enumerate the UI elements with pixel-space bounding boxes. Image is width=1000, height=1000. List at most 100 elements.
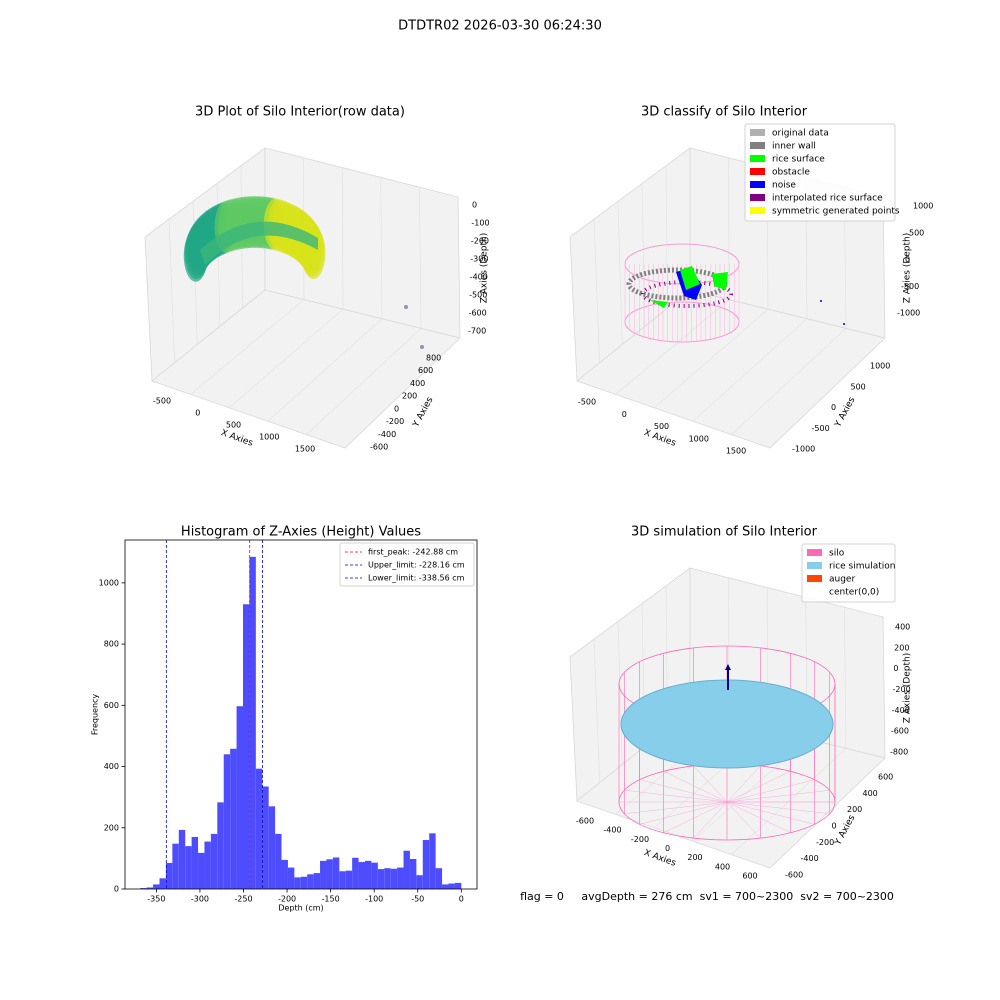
- y-tick-label: 800: [104, 640, 119, 649]
- legend-swatch: [807, 588, 822, 595]
- bar: [422, 840, 430, 889]
- legend-label: first_peak: -242.88 cm: [368, 548, 458, 557]
- pane-grid: [731, 328, 847, 435]
- tick-label: -600: [891, 727, 909, 736]
- bar: [230, 748, 237, 889]
- pane-grid: [229, 308, 344, 409]
- tick-label: -300: [470, 255, 488, 264]
- bar: [384, 868, 391, 889]
- silo-wire: [639, 801, 728, 825]
- tick-label: -500: [469, 291, 487, 300]
- tick-label: -400: [801, 854, 819, 863]
- pane-grid: [617, 621, 623, 765]
- tick-label: -700: [468, 327, 486, 336]
- pane-grid: [731, 748, 847, 855]
- figure-title: DTDTR02 2026-03-30 06:24:30: [398, 19, 602, 34]
- tick-label: 1000: [870, 362, 890, 371]
- y-tick-label: 0: [114, 885, 119, 894]
- tick-label: 600: [742, 872, 757, 881]
- bar: [275, 833, 282, 889]
- bar: [300, 876, 308, 889]
- bar: [320, 860, 327, 889]
- pane-grid: [665, 165, 668, 309]
- tick-label: 0: [905, 255, 910, 264]
- tick-label: 200: [687, 853, 702, 862]
- bar: [268, 806, 276, 889]
- tick-label: -1000: [897, 309, 920, 318]
- legend-label: rice simulation: [829, 562, 895, 572]
- silo-wire: [624, 790, 728, 803]
- bar: [287, 867, 295, 889]
- legend-swatch: [807, 575, 822, 582]
- x-tick-label: -150: [322, 895, 340, 904]
- bar: [146, 887, 154, 889]
- bar: [255, 768, 263, 889]
- tick-label: 0: [831, 403, 836, 412]
- chart-title: 3D classify of Silo Interior: [641, 105, 808, 120]
- bar: [339, 871, 346, 889]
- bar: [442, 884, 449, 889]
- z-axis-label: Z Axies (Depth): [480, 233, 490, 304]
- pane-grid: [615, 299, 730, 395]
- bar: [204, 841, 211, 889]
- silo-wire: [726, 790, 830, 803]
- rice-surface: [650, 266, 728, 308]
- bar: [140, 888, 147, 889]
- legend-swatch: [750, 155, 765, 162]
- pane-grid: [380, 177, 383, 319]
- tick-label: 0: [394, 404, 399, 413]
- tick-label: -200: [386, 417, 404, 426]
- tick-label: 600: [878, 773, 893, 782]
- tick-label: -600: [576, 817, 594, 826]
- legend: [801, 543, 896, 603]
- silo-wire: [693, 801, 728, 839]
- tick-label: 1000: [913, 202, 933, 211]
- tick-label: 400: [863, 789, 878, 798]
- pane-grid: [617, 201, 623, 345]
- bar: [371, 862, 378, 889]
- pane-grid: [654, 308, 769, 409]
- bar: [236, 706, 243, 889]
- bar: [294, 877, 301, 889]
- tick-label: -1000: [792, 445, 815, 454]
- x-tick-label: -100: [365, 895, 383, 904]
- bar: [159, 878, 166, 889]
- bar: [377, 869, 385, 889]
- tick-label: 500: [654, 422, 669, 431]
- bar: [191, 836, 199, 889]
- tick-label: 400: [410, 379, 425, 388]
- silo-wire: [726, 801, 791, 833]
- bar: [454, 882, 462, 889]
- x-axis-label: X Axies: [642, 428, 677, 449]
- pane-grid: [190, 299, 305, 395]
- pane-grid: [593, 219, 600, 363]
- legend-label: silo: [829, 549, 845, 559]
- z-axis-label: Z Axies (Depth): [903, 653, 913, 724]
- pane-grid: [692, 318, 808, 422]
- legend-swatch: [807, 562, 822, 569]
- pane-grid: [341, 167, 344, 310]
- bar: [172, 843, 179, 889]
- tick-label: -200: [471, 237, 489, 246]
- legend: [744, 123, 896, 222]
- bar: [352, 857, 359, 889]
- silo-wire: [663, 771, 728, 803]
- bar: [281, 859, 288, 889]
- bar: [307, 874, 314, 889]
- x-tick-label: 0: [459, 895, 464, 904]
- silo-wire: [663, 801, 728, 833]
- legend-swatch: [750, 168, 765, 175]
- bar: [198, 852, 205, 889]
- tick-label: 400: [715, 862, 730, 871]
- x-tick-label: -200: [278, 895, 296, 904]
- legend-label: Upper_limit: -228.16 cm: [368, 561, 465, 570]
- bar: [165, 862, 173, 889]
- silo-wire: [639, 779, 728, 803]
- legend-label: Lower_limit: -338.56 cm: [368, 574, 465, 583]
- pane-grid: [168, 219, 175, 363]
- pane-floor: [576, 289, 886, 449]
- legend-swatch: [750, 181, 765, 188]
- tick-label: -200: [816, 838, 834, 847]
- y-axis-label: Y Axies: [833, 813, 858, 848]
- tick-label: 0: [622, 410, 627, 419]
